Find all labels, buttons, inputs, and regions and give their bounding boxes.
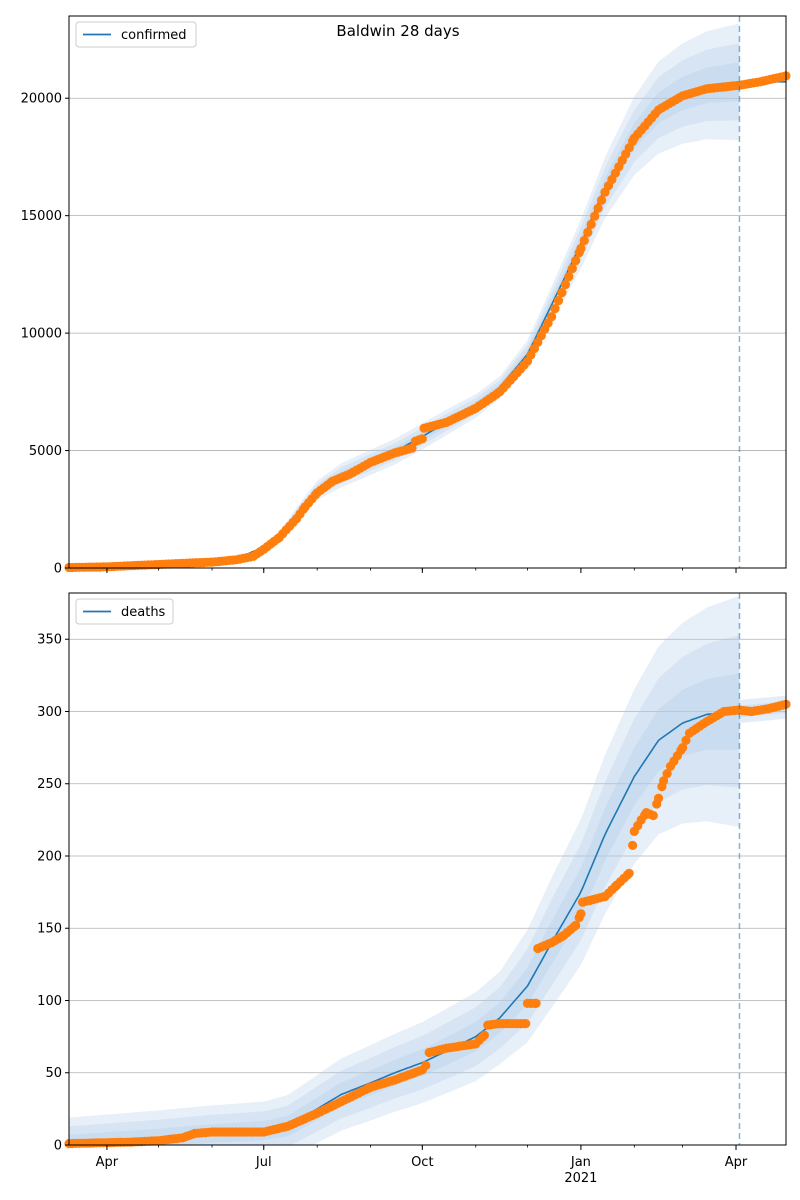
observed-point	[628, 840, 638, 851]
legend-box	[75, 598, 174, 625]
observed-point	[550, 304, 560, 314]
observed-point	[678, 743, 688, 753]
y-tick-label: 100	[37, 994, 62, 1009]
uncertainty-band-1	[69, 23, 740, 568]
observed-point	[547, 312, 557, 322]
y-tick-label: 50	[45, 1066, 62, 1081]
y-tick-label: 0	[54, 1139, 62, 1154]
x-tick-sublabel: 2021	[564, 1171, 597, 1186]
observed-point	[479, 1030, 489, 1040]
observed-point	[571, 256, 581, 266]
model-line	[68, 81, 786, 569]
observed-point	[597, 195, 607, 205]
uncertainty-band-1	[69, 595, 740, 1145]
axes-frame	[68, 592, 787, 1146]
legend-label: confirmed	[121, 28, 187, 43]
observed-point	[521, 1019, 531, 1029]
x-tick-label: Oct	[411, 1155, 433, 1170]
y-tick-label: 350	[37, 633, 62, 648]
figure-title: Baldwin 28 days	[336, 22, 459, 40]
observed-point	[659, 776, 669, 786]
legend-label: deaths	[121, 605, 166, 620]
observed-point	[586, 219, 596, 229]
observed-point	[576, 909, 586, 919]
observed-point	[624, 868, 634, 878]
observed-point	[579, 235, 589, 246]
y-tick-label: 0	[54, 562, 62, 577]
observed-point	[648, 810, 658, 821]
observed-point	[567, 264, 577, 274]
legend: deaths	[75, 598, 174, 625]
observed-point	[653, 793, 664, 803]
observed-point	[681, 735, 691, 746]
legend-box	[75, 21, 197, 48]
observed-point	[662, 769, 672, 779]
uncertainty-band-3	[69, 62, 740, 568]
observed-point	[557, 288, 567, 298]
observed-point	[593, 203, 603, 213]
observed-point	[571, 920, 581, 931]
y-tick-label: 20000	[21, 92, 62, 107]
observed-point	[553, 296, 564, 306]
observed-point	[590, 211, 600, 221]
observed-point	[407, 443, 417, 453]
y-tick-label: 200	[37, 849, 62, 864]
y-tick-label: 10000	[21, 327, 62, 342]
x-tick-label: Apr	[725, 1155, 748, 1170]
uncertainty-band-2	[69, 43, 740, 568]
uncertainty-band-2	[69, 635, 740, 1145]
observed-point	[560, 280, 571, 290]
uncertainty-band-3	[69, 673, 740, 1145]
observed-point	[421, 1060, 431, 1071]
observed-point	[583, 227, 593, 237]
confirmed-panel: 0 5000 10000 15000 20000 confirmed	[21, 15, 791, 577]
y-tick-label: 5000	[29, 444, 62, 459]
x-tick-label: Jul	[255, 1155, 272, 1170]
x-tick-label: Apr	[96, 1155, 119, 1170]
axes-frame	[68, 15, 787, 569]
observed-point	[564, 272, 574, 282]
observed-point	[417, 434, 427, 444]
observed-point	[576, 243, 586, 254]
observed-point	[531, 998, 541, 1009]
y-tick-label: 250	[37, 777, 62, 792]
x-tick-label: Jan	[570, 1155, 591, 1170]
y-tick-label: 300	[37, 705, 62, 720]
legend: confirmed	[75, 21, 197, 48]
y-tick-label: 150	[37, 922, 62, 937]
y-tick-label: 15000	[21, 209, 62, 224]
